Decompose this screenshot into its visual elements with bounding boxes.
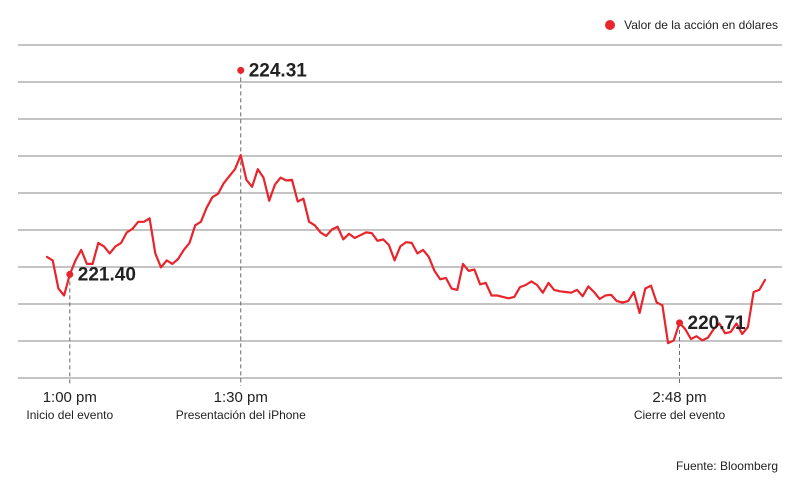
source-note: Fuente: Bloomberg (675, 459, 778, 473)
data-point (66, 270, 74, 278)
legend: Valor de la acción en dólares (605, 18, 778, 32)
series-line (45, 154, 767, 345)
data-label: 224.31 (249, 60, 308, 81)
x-tick-caption: Cierre del evento (634, 408, 726, 422)
x-tick-label: 1:00 pm (43, 389, 97, 406)
x-tick-label: 1:30 pm (214, 389, 268, 406)
x-tick-label: 2:48 pm (652, 389, 706, 406)
legend-label: Valor de la acción en dólares (624, 18, 778, 32)
x-tick-caption: Inicio del evento (26, 408, 113, 422)
data-point (237, 66, 245, 74)
data-label: 221.40 (78, 264, 136, 285)
legend-marker (605, 20, 616, 30)
data-label: 220.71 (688, 313, 747, 334)
x-tick-caption: Presentación del iPhone (176, 408, 306, 422)
data-point (676, 319, 684, 327)
